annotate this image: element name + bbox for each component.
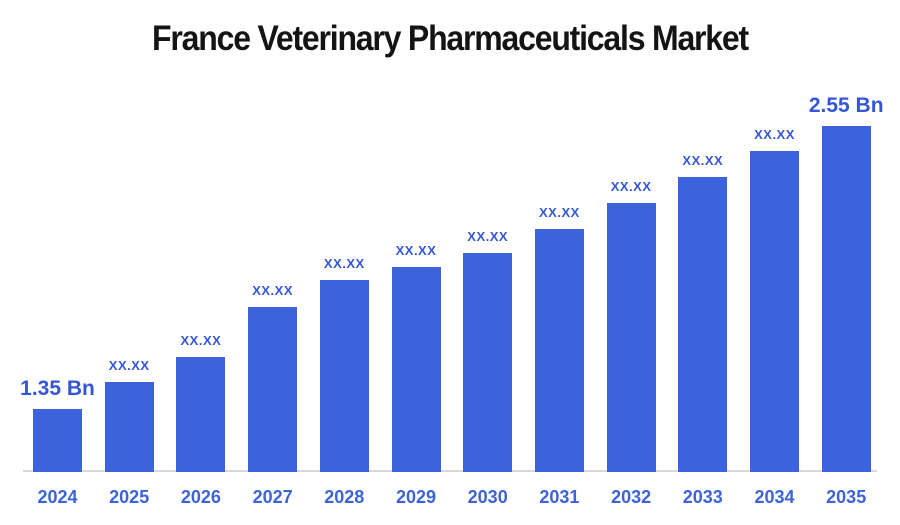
bar-2030: [463, 253, 513, 472]
x-tick-2032: 2032: [611, 487, 652, 507]
value-label-2028: XX.XX: [323, 256, 365, 271]
x-tick-2030: 2030: [467, 487, 508, 507]
x-tick-2026: 2026: [180, 487, 221, 507]
value-label-2029: XX.XX: [395, 243, 437, 258]
x-tick-2029: 2029: [395, 487, 437, 507]
bar-column-2026: XX.XX: [176, 333, 226, 472]
bar-2026: [176, 357, 226, 472]
bar-2032: [606, 203, 656, 472]
bar-column-2025: XX.XX: [104, 358, 154, 472]
value-label-2026: XX.XX: [180, 333, 222, 348]
value-label-2025: XX.XX: [108, 358, 150, 373]
x-tick-2028: 2028: [324, 487, 365, 507]
bar-2035: [821, 126, 871, 472]
x-tick-2027: 2027: [252, 487, 293, 507]
value-label-2034: XX.XX: [754, 127, 795, 142]
bar-column-2034: XX.XX: [750, 127, 799, 472]
value-label-2033: XX.XX: [682, 153, 724, 168]
value-label-2027: XX.XX: [252, 283, 293, 298]
x-tick-2035: 2035: [826, 487, 867, 507]
bar-2028: [319, 280, 369, 472]
bar-2024: [33, 409, 82, 472]
x-tick-2034: 2034: [754, 487, 795, 507]
bar-2031: [534, 229, 584, 472]
x-tick-2031: 2031: [539, 487, 580, 507]
bar-2025: [104, 382, 154, 472]
value-label-2024: 1.35 Bn: [20, 377, 95, 400]
value-label-2032: XX.XX: [610, 179, 652, 194]
bar-column-2029: XX.XX: [391, 243, 441, 472]
bar-column-2031: XX.XX: [534, 205, 584, 472]
value-label-2031: XX.XX: [538, 205, 580, 220]
bar-2027: [248, 307, 298, 472]
x-axis-line: [23, 470, 877, 472]
bar-column-2030: XX.XX: [463, 229, 513, 472]
bar-2033: [678, 177, 728, 472]
value-label-2035: 2.55 Bn: [808, 94, 884, 117]
x-tick-2024: 2024: [37, 487, 78, 507]
bar-column-2033: XX.XX: [678, 153, 728, 472]
x-tick-2025: 2025: [109, 487, 150, 507]
x-tick-2033: 2033: [682, 487, 723, 507]
bar-column-2032: XX.XX: [606, 179, 656, 472]
value-label-2030: XX.XX: [467, 229, 509, 244]
bar-column-2028: XX.XX: [319, 256, 369, 472]
bar-2029: [391, 267, 441, 472]
chart-title: France Veterinary Pharmaceuticals Market: [152, 18, 749, 58]
bar-2034: [750, 151, 799, 472]
bar-column-2035: 2.55 Bn: [809, 94, 884, 472]
bar-column-2024: 1.35 Bn: [20, 377, 95, 472]
bar-column-2027: XX.XX: [248, 283, 298, 472]
